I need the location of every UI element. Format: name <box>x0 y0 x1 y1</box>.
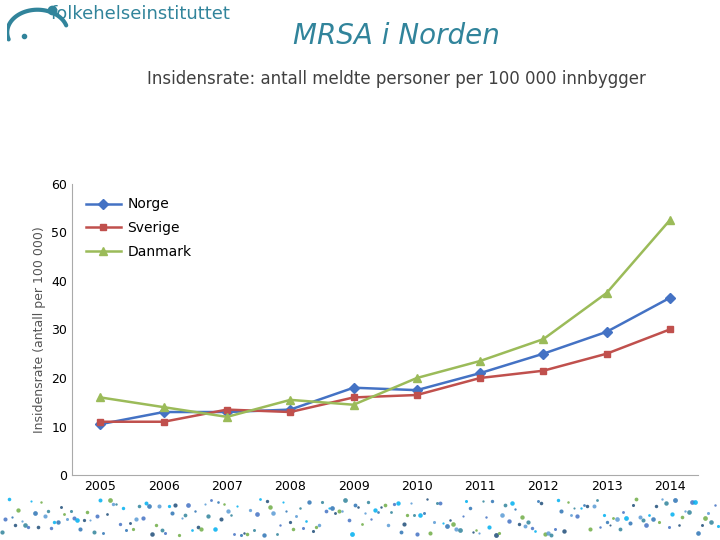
Danmark <box>159 404 168 410</box>
Danmark <box>96 394 105 401</box>
Text: Insidensrate: antall meldte personer per 100 000 innbygger: Insidensrate: antall meldte personer per… <box>147 70 645 88</box>
Sverige <box>222 406 231 413</box>
Sverige <box>349 394 358 401</box>
Danmark <box>665 217 674 224</box>
Danmark <box>222 414 231 420</box>
Danmark <box>539 336 548 342</box>
Line: Sverige: Sverige <box>97 326 673 425</box>
Sverige <box>665 326 674 333</box>
Sverige <box>476 375 485 381</box>
Norge <box>665 295 674 301</box>
Sverige <box>159 418 168 425</box>
Legend: Norge, Sverige, Danmark: Norge, Sverige, Danmark <box>79 191 199 266</box>
Sverige <box>413 392 421 399</box>
Y-axis label: Insidensrate (antall per 100 000): Insidensrate (antall per 100 000) <box>32 226 45 433</box>
Sverige <box>96 418 105 425</box>
Danmark <box>476 357 485 364</box>
Norge <box>413 387 421 393</box>
Norge <box>539 350 548 357</box>
Norge <box>96 421 105 428</box>
Norge <box>159 409 168 415</box>
Sverige <box>286 409 294 415</box>
Line: Danmark: Danmark <box>96 216 674 421</box>
Danmark <box>603 289 611 296</box>
Norge <box>476 370 485 376</box>
Text: folkehelseinstituttet: folkehelseinstituttet <box>50 5 230 23</box>
Danmark <box>286 396 294 403</box>
Danmark <box>413 375 421 381</box>
Line: Norge: Norge <box>97 294 673 428</box>
Norge <box>603 328 611 335</box>
Norge <box>349 384 358 391</box>
Norge <box>286 406 294 413</box>
Sverige <box>603 350 611 357</box>
Sverige <box>539 367 548 374</box>
Norge <box>222 409 231 415</box>
Text: MRSA i Norden: MRSA i Norden <box>292 22 500 50</box>
Danmark <box>349 402 358 408</box>
